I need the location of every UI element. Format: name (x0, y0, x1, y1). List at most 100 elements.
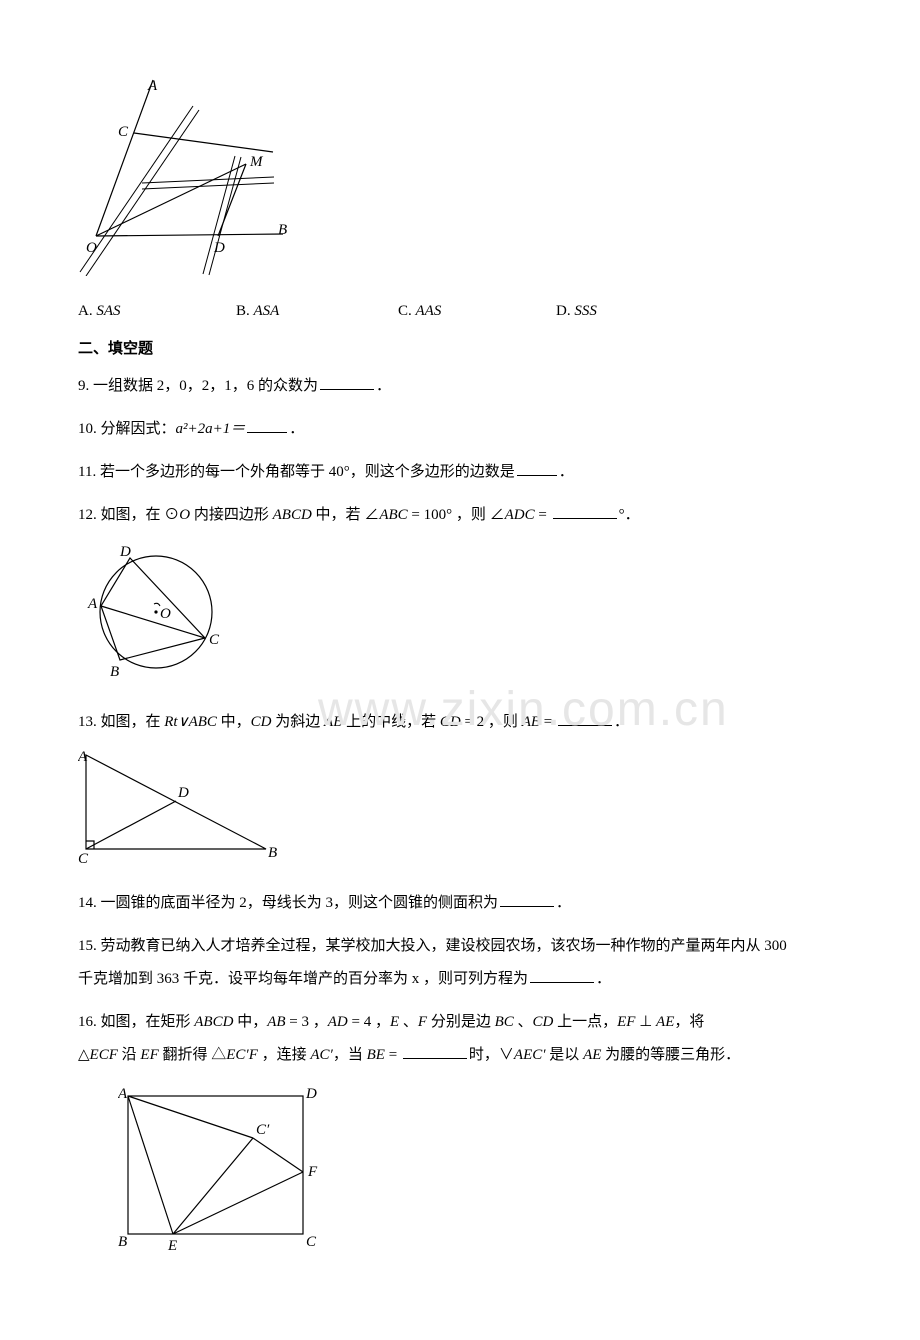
q12-post: °． (619, 507, 640, 523)
q11-pre: 若一个多边形的每一个外角都等于 40°，则这个多边形的边数是 (100, 464, 515, 480)
q14-post: ． (556, 895, 571, 911)
q15-num: 15. (78, 938, 97, 954)
opt-c-letter: C. (398, 303, 412, 319)
svg-text:F: F (307, 1164, 318, 1180)
q16-ef2: EF (140, 1047, 158, 1063)
q16-ecf: ECF (90, 1047, 118, 1063)
q15-line1: 劳动教育已纳入人才培养全过程，某学校加大投入，建设校园农场，该农场一种作物的产量… (101, 938, 787, 954)
q13: 13. 如图，在 Rt∨ABC 中，CD 为斜边 AB 上的中线，若 CD = … (78, 706, 842, 739)
svg-text:D: D (305, 1086, 317, 1102)
q13-ab: AB (324, 714, 342, 730)
q9-blank (320, 374, 374, 390)
q10-blank (247, 417, 287, 433)
q16-t15: 时，∨ (469, 1047, 514, 1063)
svg-text:C: C (78, 851, 89, 864)
q16-t11: 翻折得 △ (159, 1047, 227, 1063)
svg-text:B: B (268, 845, 277, 861)
q9-pre: 一组数据 2，0，2，1，6 的众数为 (93, 378, 318, 394)
q13-eq2: = (540, 714, 556, 730)
section-2-title: 二、填空题 (78, 338, 842, 361)
svg-text:B: B (118, 1234, 127, 1250)
q14-blank (500, 891, 554, 907)
q16-be: BE (367, 1047, 385, 1063)
q15-blank (530, 967, 594, 983)
q16-t10: 沿 (118, 1047, 141, 1063)
q16-t17: 为腰的等腰三角形． (601, 1047, 740, 1063)
q13-mid2: 为斜边 (272, 714, 325, 730)
q13-mid1: 中， (217, 714, 251, 730)
svg-text:C′: C′ (256, 1122, 270, 1138)
q13-figure: A D C B (78, 749, 842, 872)
q16-tri1: △ (78, 1047, 90, 1063)
q11-num: 11. (78, 464, 96, 480)
opt-a-letter: A. (78, 303, 93, 319)
q10-post: ． (289, 421, 304, 437)
q12-abcd: ABCD (273, 507, 312, 523)
label-M: M (249, 154, 264, 170)
q13-ab2: AB (522, 714, 540, 730)
q16-blank (403, 1043, 467, 1059)
q14-pre: 一圆锥的底面半径为 2，母线长为 3，则这个圆锥的侧面积为 (101, 895, 499, 911)
q15-post: ． (596, 971, 611, 987)
q13-num: 13. (78, 714, 97, 730)
q16-t6: 分别是边 (427, 1014, 495, 1030)
label-D: D (213, 240, 225, 256)
label-A: A (147, 78, 158, 94)
q12-eq1: = 100° ，则 ∠ (408, 507, 505, 523)
q10-num: 10. (78, 421, 97, 437)
q16-t7: 、 (514, 1014, 533, 1030)
q16-t1: 如图，在矩形 (101, 1014, 195, 1030)
q16-figure: A D B C E F C′ (118, 1086, 842, 1264)
label-B: B (278, 222, 287, 238)
q12-abc: ABC (379, 507, 407, 523)
q11: 11. 若一个多边形的每一个外角都等于 40°，则这个多边形的边数是． (78, 456, 842, 489)
q14: 14. 一圆锥的底面半径为 2，母线长为 3，则这个圆锥的侧面积为． (78, 887, 842, 920)
q12-num: 12. (78, 507, 97, 523)
q16-ab: AB (267, 1014, 285, 1030)
q12-pre: 如图，在 ⊙ (101, 507, 180, 523)
q16-ae2: AE (583, 1047, 601, 1063)
q16-num: 16. (78, 1014, 97, 1030)
q16-t9: ，将 (674, 1014, 704, 1030)
q13-post: ． (614, 714, 629, 730)
q10-pre: 分解因式： (101, 421, 176, 437)
q9-post: ． (376, 378, 391, 394)
q13-pre: 如图，在 (101, 714, 165, 730)
opt-d-letter: D. (556, 303, 571, 319)
q13-rt: Rt∨ABC (164, 714, 217, 730)
q12-mid1: 内接四边形 (190, 507, 273, 523)
q16-cd: CD (533, 1014, 554, 1030)
q12: 12. 如图，在 ⊙O 内接四边形 ABCD 中，若 ∠ABC = 100° ，… (78, 499, 842, 532)
opt-b-text: ASA (254, 303, 280, 319)
svg-text:A: A (118, 1086, 128, 1102)
q13-cd2: CD (440, 714, 461, 730)
svg-text:O: O (160, 606, 171, 622)
q16-t3: = 3 ， (286, 1014, 328, 1030)
q12-figure: A B C D O (78, 542, 842, 690)
q13-blank (558, 710, 612, 726)
q16-t16: 是以 (546, 1047, 584, 1063)
opt-b-letter: B. (236, 303, 250, 319)
q13-mid3: 上的中线，若 (342, 714, 440, 730)
q8-figure: A C M O D B (78, 76, 842, 284)
svg-text:D: D (177, 785, 189, 801)
q16-t8: 上一点， (553, 1014, 617, 1030)
svg-text:E: E (167, 1238, 177, 1254)
q16-abcd: ABCD (194, 1014, 233, 1030)
svg-text:C: C (209, 632, 220, 648)
q16-ae: AE (656, 1014, 674, 1030)
q16-bc: BC (495, 1014, 514, 1030)
q13-eq: = 2 ，则 (461, 714, 522, 730)
q16-t5: 、 (399, 1014, 418, 1030)
q12-mid2: 中，若 ∠ (312, 507, 380, 523)
svg-text:A: A (87, 596, 98, 612)
q16: 16. 如图，在矩形 ABCD 中，AB = 3 ，AD = 4 ，E 、F 分… (78, 1006, 842, 1072)
svg-text:C: C (306, 1234, 317, 1250)
opt-d-text: SSS (574, 303, 597, 319)
q10: 10. 分解因式：a²+2a+1＝． (78, 413, 842, 446)
q16-t4: = 4 ， (348, 1014, 390, 1030)
q16-t2: 中， (233, 1014, 267, 1030)
q12-adc: ADC (505, 507, 535, 523)
label-C: C (118, 124, 129, 140)
q16-t13: ，当 (333, 1047, 367, 1063)
